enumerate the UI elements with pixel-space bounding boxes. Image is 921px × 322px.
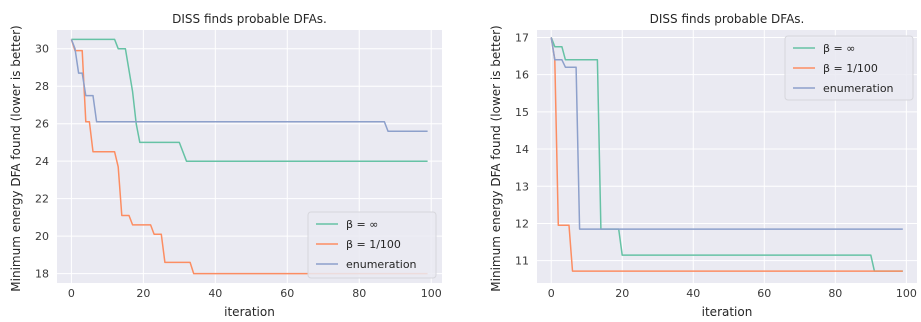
- x-tick-label: 20: [136, 287, 150, 300]
- chart-title: DISS finds probable DFAs.: [172, 12, 327, 26]
- x-tick-label: 80: [352, 287, 366, 300]
- y-tick-label: 20: [35, 230, 49, 243]
- x-tick-label: 100: [421, 287, 442, 300]
- x-tick-label: 80: [828, 287, 842, 300]
- y-tick-label: 18: [35, 268, 49, 281]
- chart-panel-2: 0 20 40 60 80 100 11 12 13 14 15 16 17 DISS finds pro…: [489, 12, 917, 319]
- legend: β = ∞ β = 1/100 enumeration: [784, 35, 914, 101]
- y-tick-label: 12: [515, 217, 529, 230]
- y-tick-label: 22: [35, 193, 49, 206]
- series-line-3: [70, 39, 428, 132]
- legend-entry: enumeration: [823, 82, 894, 95]
- y-tick-label: 24: [35, 155, 49, 168]
- legend-entry: β = 1/100: [346, 238, 401, 251]
- y-tick-label: 11: [515, 255, 529, 268]
- y-tick-label: 17: [515, 31, 529, 44]
- legend-entry: enumeration: [346, 258, 417, 271]
- x-tick-label: 60: [757, 287, 771, 300]
- chart-title: DISS finds probable DFAs.: [650, 12, 805, 26]
- series-line-3: [550, 37, 903, 230]
- y-tick-label: 13: [515, 180, 529, 193]
- legend-entry: β = 1/100: [823, 62, 878, 75]
- y-tick-label: 15: [515, 106, 529, 119]
- y-tick-label: 16: [515, 69, 529, 82]
- legend-box: [784, 35, 914, 101]
- series-line-2: [70, 39, 428, 275]
- x-tick-label: 0: [68, 287, 75, 300]
- chart-panel-1: 0 20 40 60 80 100 18 20 22 24 26 28 30 DISS finds pro…: [9, 12, 442, 319]
- legend: β = ∞ β = 1/100 enumeration: [307, 211, 437, 279]
- x-tick-label: 60: [280, 287, 294, 300]
- x-tick-label: 20: [615, 287, 629, 300]
- legend-entry: β = ∞: [823, 42, 855, 55]
- x-tick-label: 100: [896, 287, 917, 300]
- legend-entry: β = ∞: [346, 218, 378, 231]
- y-axis-label: Minimum energy DFA found (lower is bette…: [9, 25, 23, 291]
- x-axis-label: iteration: [702, 305, 753, 319]
- series-line-1: [71, 38, 428, 162]
- x-axis-label: iteration: [224, 305, 275, 319]
- x-tick-label: 0: [548, 287, 555, 300]
- y-tick-label: 26: [35, 118, 49, 131]
- y-tick-label: 30: [35, 43, 49, 56]
- x-tick-label: 40: [686, 287, 700, 300]
- legend-box: [307, 211, 437, 279]
- y-tick-label: 28: [35, 80, 49, 93]
- y-tick-label: 14: [515, 143, 529, 156]
- x-tick-label: 40: [208, 287, 222, 300]
- y-axis-label: Minimum energy DFA found (lower is bette…: [489, 25, 503, 291]
